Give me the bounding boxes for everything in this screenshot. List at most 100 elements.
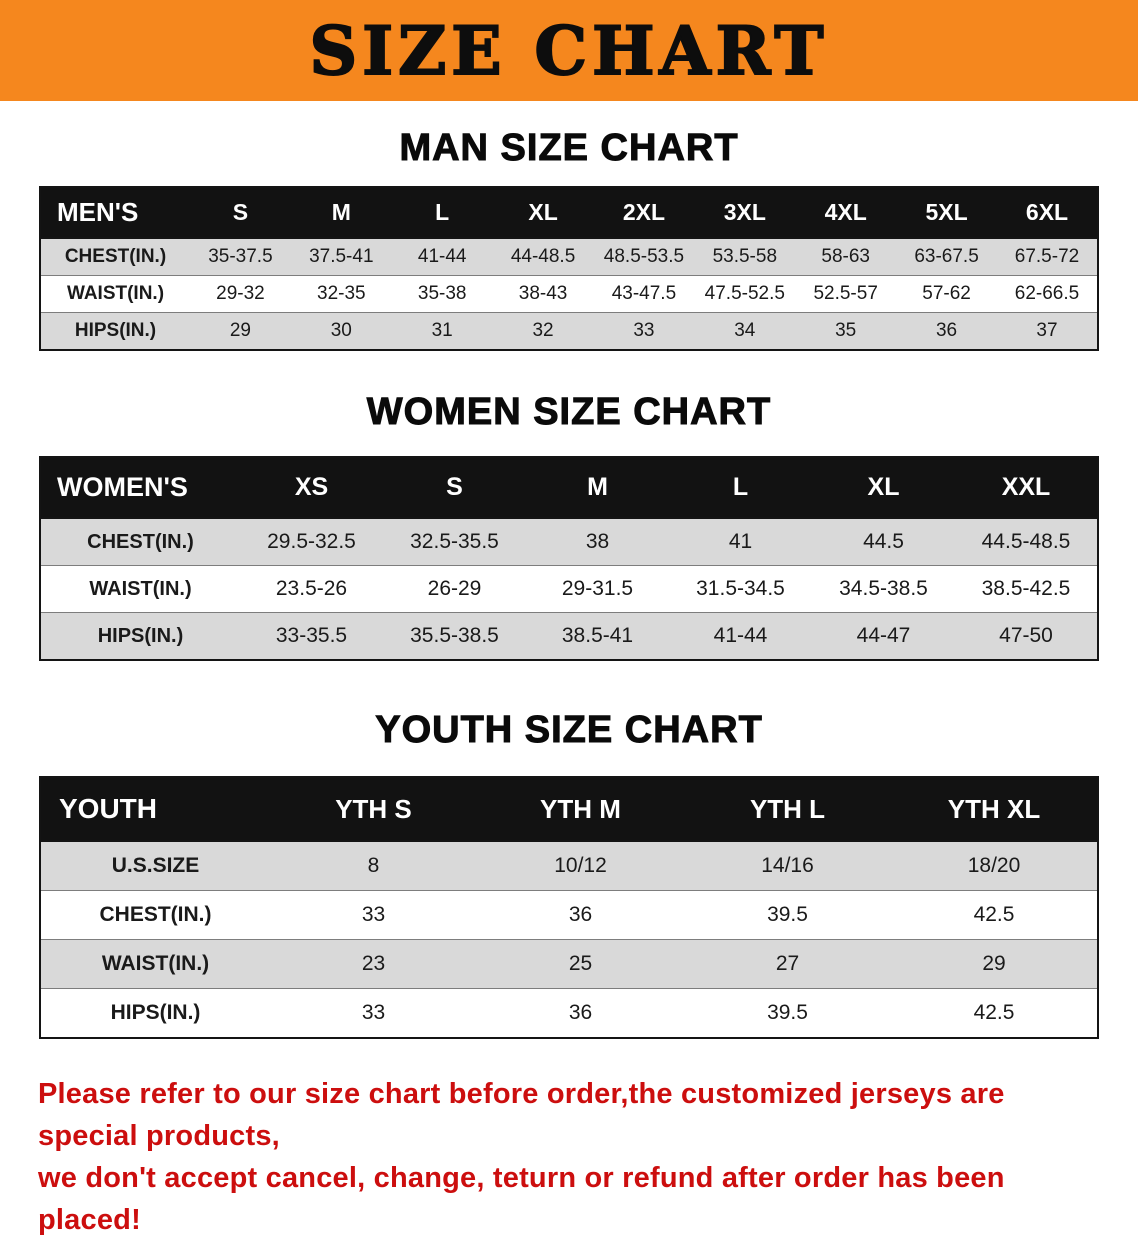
man-size-table: MEN'S S M L XL 2XL 3XL 4XL 5XL 6XL CHEST(IN.) 35-37… <box>39 186 1099 351</box>
size-value-cell: 10/12 <box>477 841 684 891</box>
size-value-cell: 43-47.5 <box>593 275 695 313</box>
size-value-cell: 37.5-41 <box>290 238 392 276</box>
size-header-cell: L <box>391 187 493 239</box>
women-size-table: WOMEN'S XS S M L XL XXL CHEST(IN.) 29.5-32.5 32.5… <box>39 456 1099 661</box>
size-value-cell: 44.5 <box>812 518 955 566</box>
size-value-cell: 8 <box>270 841 477 891</box>
size-value-cell: 33 <box>633 320 655 341</box>
size-header-cell: YTH S <box>270 777 477 842</box>
table-row: WAIST(IN.) 29-32 32-35 35-38 38-43 43-47.5 47.… <box>40 275 1098 313</box>
size-value-cell: 38 <box>526 518 669 566</box>
size-value-cell: 34.5-38.5 <box>812 565 955 613</box>
size-value-cell: 23.5-26 <box>240 565 383 613</box>
size-value-cell: 30 <box>330 320 352 341</box>
size-value-cell: 38.5-42.5 <box>955 565 1098 613</box>
size-header-cell: XS <box>240 457 383 519</box>
section-man-size-chart: MAN SIZE CHART MEN'S S M L XL 2XL 3XL 4XL 5XL 6XL… <box>0 127 1138 351</box>
size-header-cell: 3XL <box>694 187 796 239</box>
table-title-cell: MEN'S <box>40 187 190 239</box>
table-title-cell: YOUTH <box>40 777 270 842</box>
disclaimer-line-2: we don't accept cancel, change, teturn o… <box>38 1162 1005 1237</box>
table-row: CHEST(IN.) 29.5-32.5 32.5-35.5 38 41 44.5 44.5… <box>40 518 1098 566</box>
size-value-cell: 62-66.5 <box>997 275 1098 313</box>
size-value-cell: 41-44 <box>391 238 493 276</box>
size-value-cell: 36 <box>477 890 684 940</box>
size-header-cell: S <box>383 457 526 519</box>
size-value-cell: 23 <box>270 939 477 989</box>
size-value-cell: 57-62 <box>896 275 997 313</box>
banner-title: SIZE CHART <box>309 11 829 90</box>
size-value-cell: 63-67.5 <box>896 238 997 276</box>
size-value-cell: 37 <box>1036 320 1058 341</box>
row-label-cell: WAIST(IN.) <box>40 939 270 989</box>
table-row: HIPS(IN.) 33-35.5 35.5-38.5 38.5-41 41-44 44-… <box>40 612 1098 660</box>
section-youth-size-chart: YOUTH SIZE CHART YOUTH YTH S YTH M YTH L YTH… <box>0 709 1138 1039</box>
size-value-cell: 48.5-53.5 <box>593 238 695 276</box>
size-value-cell: 36 <box>568 1001 593 1024</box>
table-row: WAIST(IN.) 23.5-26 26-29 29-31.5 31.5-34.5 34… <box>40 565 1098 613</box>
size-header-cell: 5XL <box>896 187 997 239</box>
size-value-cell: 67.5-72 <box>997 238 1098 276</box>
size-header-cell: 6XL <box>997 187 1098 239</box>
size-value-cell: 29-31.5 <box>526 565 669 613</box>
table-header-row: MEN'S S M L XL 2XL 3XL 4XL 5XL 6XL <box>40 187 1098 239</box>
size-value-cell: 25 <box>477 939 684 989</box>
size-value-cell: 29.5-32.5 <box>240 518 383 566</box>
row-label-cell: HIPS(IN.) <box>110 1001 201 1024</box>
size-value-cell: 32-35 <box>290 275 392 313</box>
size-value-cell: 32.5-35.5 <box>383 518 526 566</box>
size-value-cell: 42.5 <box>891 890 1098 940</box>
size-value-cell: 41-44 <box>713 624 768 647</box>
size-header-cell: XL <box>492 187 594 239</box>
row-label-cell: HIPS(IN.) <box>74 320 157 341</box>
size-header-cell: L <box>669 457 812 519</box>
size-value-cell: 44-48.5 <box>492 238 594 276</box>
row-label-cell: HIPS(IN.) <box>97 624 184 647</box>
size-value-cell: 31.5-34.5 <box>669 565 812 613</box>
women-size-chart-heading: WOMEN SIZE CHART <box>366 391 772 434</box>
size-value-cell: 26-29 <box>383 565 526 613</box>
size-value-cell: 44.5-48.5 <box>955 518 1098 566</box>
size-header-cell: YTH M <box>477 777 684 842</box>
size-value-cell: 39.5 <box>684 890 891 940</box>
size-header-cell: YTH L <box>684 777 891 842</box>
table-header-row: YOUTH YTH S YTH M YTH L YTH XL <box>40 777 1098 842</box>
row-label-cell: WAIST(IN.) <box>40 565 240 613</box>
size-value-cell: 35.5-38.5 <box>410 624 499 647</box>
size-chart-page: MAN SIZE CHART MEN'S S M L XL 2XL 3XL 4XL 5XL 6XL… <box>0 127 1138 1039</box>
row-label-cell: CHEST(IN.) <box>40 238 190 276</box>
size-value-cell: 47.5-52.5 <box>694 275 796 313</box>
section-women-size-chart: WOMEN SIZE CHART WOMEN'S XS S M L XL XXL CHEST(… <box>0 391 1138 661</box>
size-value-cell: 29 <box>891 939 1098 989</box>
size-value-cell: 42.5 <box>973 1001 1015 1024</box>
size-value-cell: 36 <box>935 320 958 341</box>
table-row: HIPS(IN.) 29 30 31 32 33 34 35 36 37 <box>40 312 1098 350</box>
size-header-cell: YTH XL <box>891 777 1098 842</box>
size-value-cell: 32 <box>532 320 554 341</box>
table-row: HIPS(IN.) 33 36 39.5 42.5 <box>40 988 1098 1038</box>
size-header-cell: M <box>290 187 392 239</box>
size-value-cell: 14/16 <box>684 841 891 891</box>
table-header-row: WOMEN'S XS S M L XL XXL <box>40 457 1098 519</box>
table-row: WAIST(IN.) 23 25 27 29 <box>40 939 1098 989</box>
size-value-cell: 35-37.5 <box>190 238 291 276</box>
size-value-cell: 35 <box>835 320 857 341</box>
size-value-cell: 52.5-57 <box>795 275 897 313</box>
size-value-cell: 29 <box>229 320 251 341</box>
size-value-cell: 44-47 <box>856 624 911 647</box>
size-header-cell: S <box>190 187 291 239</box>
row-label-cell: CHEST(IN.) <box>40 518 240 566</box>
size-value-cell: 18/20 <box>891 841 1098 891</box>
size-value-cell: 31 <box>431 320 453 341</box>
table-title-cell: WOMEN'S <box>40 457 240 519</box>
size-value-cell: 34 <box>734 320 756 341</box>
row-label-cell: U.S.SIZE <box>40 841 270 891</box>
man-size-chart-heading: MAN SIZE CHART <box>399 127 739 170</box>
size-header-cell: 2XL <box>593 187 695 239</box>
disclaimer: Please refer to our size chart before or… <box>38 1073 1100 1241</box>
size-value-cell: 47-50 <box>999 624 1053 647</box>
size-value-cell: 35-38 <box>391 275 493 313</box>
size-value-cell: 33 <box>270 890 477 940</box>
row-label-cell: CHEST(IN.) <box>40 890 270 940</box>
size-value-cell: 29-32 <box>190 275 291 313</box>
